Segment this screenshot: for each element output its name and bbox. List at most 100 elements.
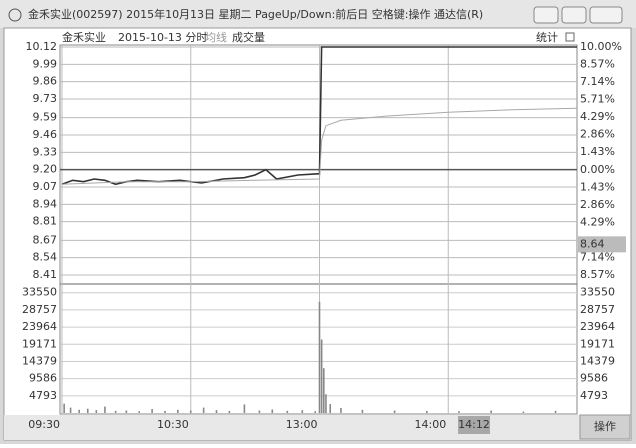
y2-tick-label: 7.14% — [580, 75, 615, 88]
volume-bar — [243, 404, 246, 413]
volume-bar — [114, 410, 117, 413]
volume-bar — [215, 410, 218, 413]
volume-bar — [78, 409, 80, 413]
y-tick-label: 4793 — [29, 389, 57, 402]
y-tick-label: 9.46 — [33, 128, 58, 141]
stats-button[interactable]: 统计 — [536, 31, 558, 44]
volume-bar — [314, 411, 317, 413]
y-tick-label: 19171 — [22, 337, 57, 350]
volume-bar — [228, 410, 231, 413]
app-icon — [8, 8, 22, 22]
volume-bar — [361, 409, 364, 413]
y2-tick-label: 9586 — [580, 372, 608, 385]
avg-toggle[interactable]: 均线 — [205, 30, 227, 44]
volume-bar — [425, 410, 428, 413]
volume-toggle[interactable]: 成交量 — [232, 30, 265, 44]
action-button[interactable] — [579, 414, 631, 440]
y-tick-label: 9.07 — [33, 180, 58, 193]
y-tick-label: 14379 — [22, 354, 57, 367]
window-title: 金禾实业(002597) 2015年10月13日 星期二 PageUp/Down… — [28, 7, 483, 21]
close-button[interactable] — [589, 6, 623, 24]
y2-tick-label: 2.86% — [580, 198, 615, 211]
y-tick-label: 9.59 — [33, 111, 58, 124]
volume-bar — [63, 403, 65, 413]
volume-bar — [202, 407, 205, 413]
volume-bar — [104, 406, 106, 413]
y-tick-label: 9586 — [29, 372, 57, 385]
volume-bar — [329, 404, 332, 413]
volume-bar — [554, 410, 557, 413]
x-tick-label: 10:30 — [157, 418, 189, 431]
y-tick-label: 9.33 — [33, 145, 58, 158]
y2-tick-label: 10.00% — [580, 40, 622, 53]
crosshair-price: 8.64 — [580, 237, 605, 250]
y-tick-label: 8.41 — [33, 268, 58, 281]
stock-name: 金禾实业 — [62, 30, 106, 44]
y-tick-label: 9.73 — [33, 92, 58, 105]
volume-bar — [490, 410, 492, 413]
y2-tick-label: 8.57% — [580, 58, 615, 71]
stats-icon — [565, 32, 575, 42]
y2-tick-label: 33550 — [580, 286, 615, 299]
volume-bar — [69, 407, 72, 413]
x-tick-label: 14:00 — [415, 418, 447, 431]
y2-tick-label: 8.57% — [580, 268, 615, 281]
y-tick-label: 10.12 — [26, 40, 58, 53]
chart-mode: 2015-10-13 分时 — [118, 31, 207, 44]
volume-bar — [271, 409, 274, 413]
y2-tick-label: 23964 — [580, 320, 615, 333]
y-tick-label: 9.86 — [33, 75, 58, 88]
maximize-button[interactable] — [561, 6, 587, 24]
y2-tick-label: 1.43% — [580, 180, 615, 193]
volume-bar — [340, 407, 342, 413]
minimize-button[interactable] — [533, 6, 559, 24]
y2-tick-label: 28757 — [580, 303, 615, 316]
y-tick-label: 8.81 — [33, 215, 58, 228]
y2-tick-label: 1.43% — [580, 145, 615, 158]
y-tick-label: 8.67 — [33, 233, 58, 246]
volume-bar — [522, 411, 525, 413]
y-tick-label: 23964 — [22, 320, 57, 333]
y2-tick-label: 4.29% — [580, 110, 615, 123]
volume-bar — [393, 410, 396, 413]
y-tick-label: 8.94 — [33, 197, 58, 210]
title-bar — [0, 0, 636, 28]
crosshair-price-box — [578, 236, 626, 253]
y2-tick-label: 7.14% — [580, 250, 615, 263]
volume-bar — [151, 409, 153, 413]
plot-frame — [59, 44, 578, 415]
crosshair-time: 14:12 — [458, 418, 490, 431]
y2-tick-label: 2.86% — [580, 128, 615, 141]
volume-bar — [320, 339, 323, 413]
y2-tick-label: 4793 — [580, 389, 608, 402]
volume-bar — [322, 368, 325, 413]
chart-panel — [3, 27, 632, 441]
volume-bar — [86, 408, 89, 413]
y-tick-label: 28757 — [22, 303, 57, 316]
y-tick-label: 33550 — [22, 286, 57, 299]
x-tick-label: 09:30 — [28, 418, 60, 431]
y2-tick-label: 0.00% — [580, 163, 615, 176]
volume-bar — [177, 409, 179, 413]
y2-tick-label: 19171 — [580, 337, 615, 350]
y2-tick-label: 14379 — [580, 354, 615, 367]
y-tick-label: 8.54 — [33, 251, 58, 264]
volume-bar — [258, 410, 261, 413]
y2-tick-label: 5.71% — [580, 93, 615, 106]
volume-bar — [138, 411, 141, 413]
time-axis-bar — [4, 415, 631, 440]
y-tick-label: 9.99 — [33, 57, 58, 70]
x-tick-label: 13:00 — [286, 418, 318, 431]
volume-bar — [318, 301, 321, 413]
volume-bar — [125, 410, 128, 413]
action-label[interactable]: 操作 — [594, 419, 616, 433]
volume-bar — [286, 410, 289, 413]
y2-tick-label: 4.29% — [580, 215, 615, 228]
crosshair-time-box — [458, 416, 490, 434]
volume-bar — [164, 410, 166, 413]
y-tick-label: 9.20 — [33, 163, 58, 176]
volume-bar — [301, 410, 304, 413]
price-line — [61, 107, 578, 185]
volume-bar — [458, 411, 460, 413]
